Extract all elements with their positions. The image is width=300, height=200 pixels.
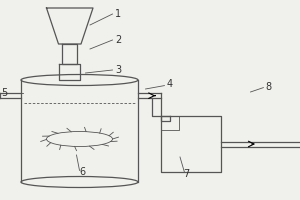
Text: 4: 4 <box>167 79 172 89</box>
Text: 1: 1 <box>116 9 122 19</box>
Text: 2: 2 <box>116 35 122 45</box>
Text: 5: 5 <box>2 88 8 98</box>
Text: 6: 6 <box>80 167 85 177</box>
Text: 3: 3 <box>116 65 122 75</box>
Text: 8: 8 <box>266 82 272 92</box>
Text: 7: 7 <box>183 169 189 179</box>
